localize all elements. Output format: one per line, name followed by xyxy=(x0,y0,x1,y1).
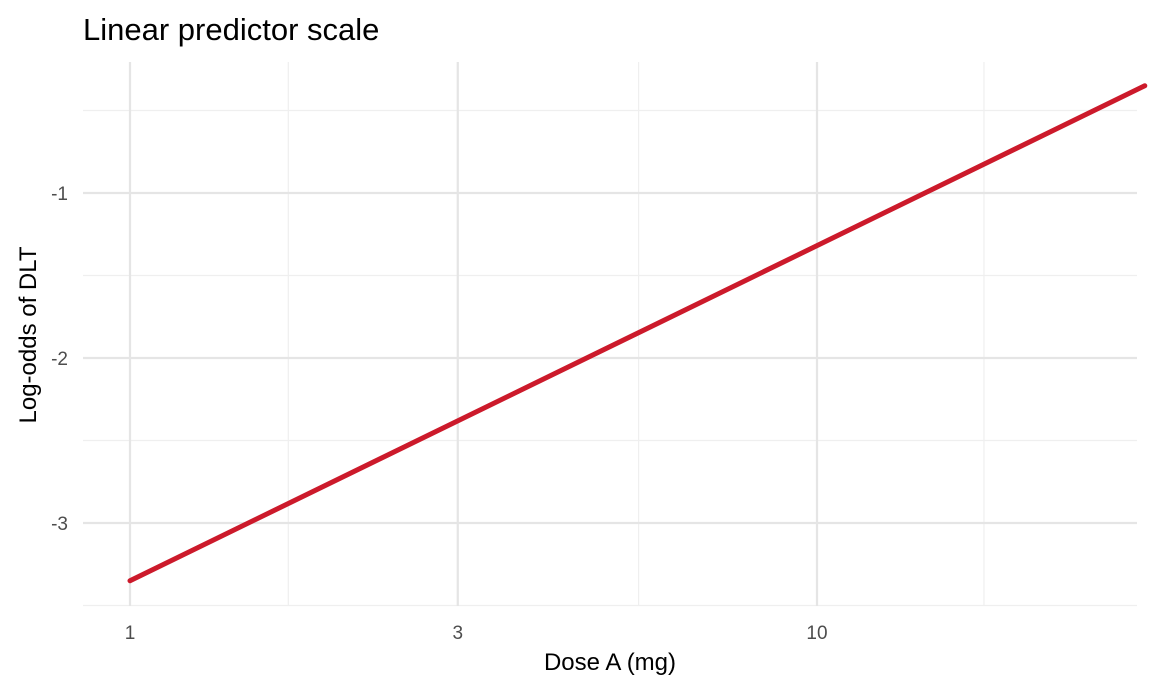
x-tick-label: 3 xyxy=(452,623,463,644)
y-axis-title: Log-odds of DLT xyxy=(15,246,42,423)
series-layer xyxy=(127,83,1148,584)
y-tick-label: -1 xyxy=(51,184,68,205)
major-gridlines xyxy=(83,62,1137,606)
minor-gridlines xyxy=(83,62,1137,607)
series-line xyxy=(127,83,1148,584)
x-tick-label: 1 xyxy=(125,623,136,644)
x-axis-tick-labels: 1 3 10 xyxy=(125,623,828,644)
x-axis-title: Dose A (mg) xyxy=(544,649,676,676)
x-tick-label: 10 xyxy=(806,623,827,644)
y-axis-tick-labels: -3 -2 -1 xyxy=(51,184,68,535)
chart-title: Linear predictor scale xyxy=(83,12,379,47)
y-tick-label: -3 xyxy=(51,514,68,535)
y-tick-label: -2 xyxy=(51,349,68,370)
